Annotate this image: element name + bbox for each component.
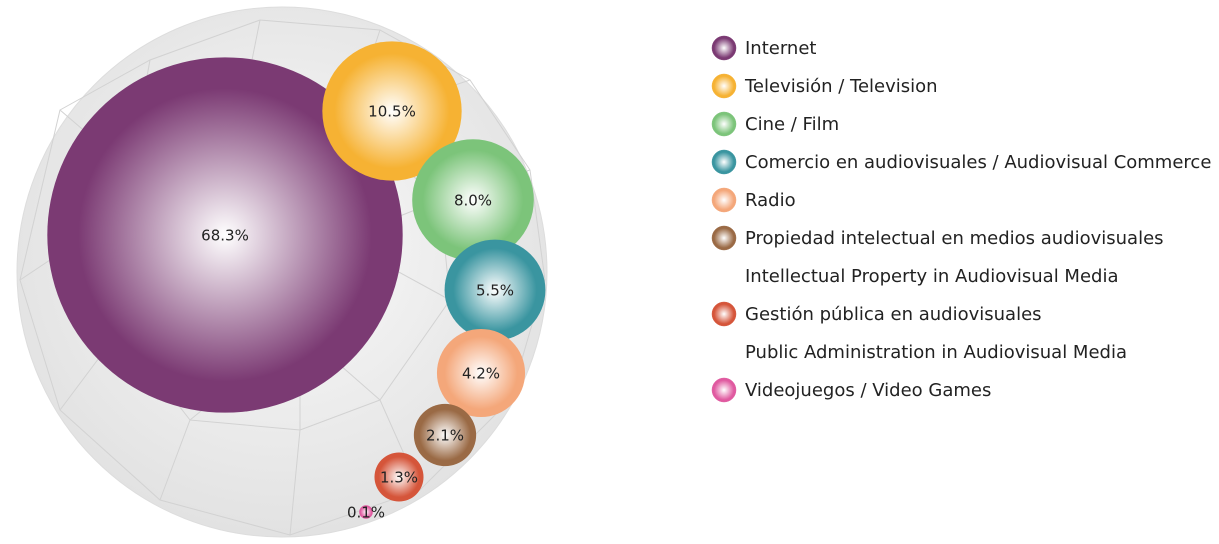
bubble bbox=[322, 41, 462, 181]
legend-swatch bbox=[711, 301, 737, 327]
legend-label: Cine / Film bbox=[745, 114, 839, 135]
legend-label: Gestión pública en audiovisuales bbox=[745, 304, 1042, 325]
legend-swatch bbox=[711, 187, 737, 213]
legend-label: Comercio en audiovisuales / Audiovisual … bbox=[745, 152, 1211, 173]
legend-label: Videojuegos / Video Games bbox=[745, 380, 991, 401]
bubble bbox=[436, 328, 526, 418]
bubble bbox=[444, 239, 546, 341]
legend-swatch bbox=[711, 149, 737, 175]
legend-label: Radio bbox=[745, 190, 796, 211]
data-label: 1.3% bbox=[380, 469, 418, 487]
data-label: 10.5% bbox=[368, 103, 416, 121]
data-label: 0.1% bbox=[347, 504, 385, 522]
data-label: 8.0% bbox=[454, 192, 492, 210]
legend-label: Propiedad intelectual en medios audiovis… bbox=[745, 228, 1164, 249]
legend-swatch bbox=[711, 73, 737, 99]
legend-label: Internet bbox=[745, 38, 816, 59]
legend-swatch bbox=[711, 225, 737, 251]
legend-label: Televisión / Television bbox=[744, 76, 938, 97]
bubble bbox=[413, 403, 477, 467]
legend-swatch bbox=[711, 377, 737, 403]
bubble bbox=[359, 505, 373, 519]
data-label: 4.2% bbox=[462, 365, 500, 383]
bubble bbox=[374, 452, 424, 502]
legend-swatch bbox=[711, 35, 737, 61]
legend-label: Public Administration in Audiovisual Med… bbox=[745, 342, 1127, 363]
data-label: 5.5% bbox=[476, 282, 514, 300]
bubble bbox=[47, 57, 403, 413]
data-label: 68.3% bbox=[201, 227, 249, 245]
data-label: 2.1% bbox=[426, 427, 464, 445]
legend-label: Intellectual Property in Audiovisual Med… bbox=[745, 266, 1118, 287]
bubble bbox=[412, 139, 534, 261]
legend-swatch bbox=[711, 111, 737, 137]
